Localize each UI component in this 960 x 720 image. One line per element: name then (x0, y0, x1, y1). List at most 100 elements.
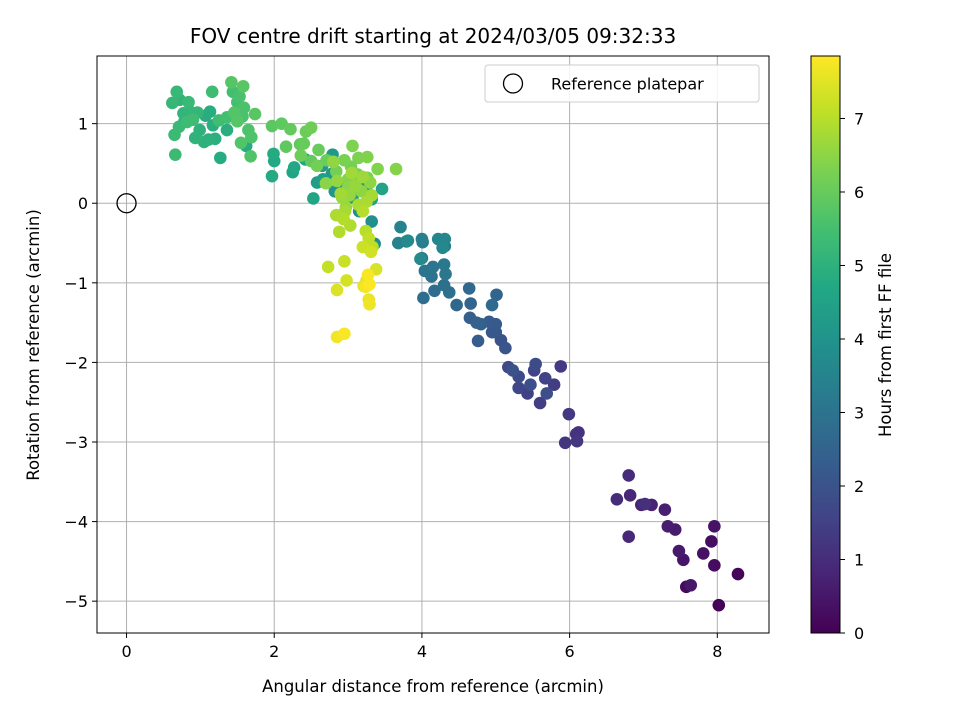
data-point (426, 260, 440, 274)
data-point (237, 101, 251, 115)
colorbar-tick-label: 7 (854, 109, 864, 128)
data-point (696, 547, 710, 560)
data-point (391, 236, 405, 250)
colorbar-tick-label: 0 (854, 624, 864, 643)
data-point (415, 232, 429, 246)
data-point (538, 372, 552, 385)
data-point (417, 291, 430, 305)
data-point (294, 149, 308, 162)
data-point (684, 578, 698, 592)
legend-entry: Reference platepar (551, 75, 704, 94)
colorbar-label: Hours from first FF file (876, 253, 895, 437)
data-point (284, 122, 297, 136)
data-point (327, 155, 340, 169)
data-point (389, 162, 403, 176)
data-point (506, 364, 520, 377)
data-point (346, 139, 359, 153)
data-point (332, 225, 346, 239)
data-point (428, 284, 441, 298)
colorbar-tick-label: 1 (854, 550, 864, 569)
data-points (116, 75, 745, 612)
data-point (622, 469, 635, 482)
plot-frame (96, 55, 770, 634)
data-point (297, 137, 311, 150)
data-point (547, 378, 561, 391)
data-point (234, 136, 248, 150)
x-axis-ticks: 0 2 4 6 8 (121, 633, 722, 661)
data-point (712, 598, 726, 612)
data-point (414, 252, 427, 266)
data-point (562, 407, 576, 421)
data-point (304, 121, 318, 134)
y-tick-label: −2 (64, 353, 88, 372)
data-point (214, 151, 227, 165)
data-point (524, 378, 537, 391)
data-point (248, 107, 262, 121)
data-point (450, 298, 463, 312)
x-tick-label: 6 (565, 642, 575, 661)
data-point (220, 123, 234, 137)
data-point (661, 520, 675, 533)
data-point (279, 140, 293, 154)
data-point (437, 258, 451, 271)
legend-box (484, 64, 760, 103)
data-point (186, 113, 200, 126)
data-point (485, 298, 499, 312)
data-point (225, 75, 238, 89)
data-point (236, 79, 250, 93)
data-point (439, 267, 452, 281)
data-point (267, 147, 280, 161)
data-point (338, 255, 351, 268)
data-point (168, 128, 181, 142)
data-point (312, 143, 325, 157)
data-point (558, 436, 572, 450)
data-point (244, 149, 257, 163)
data-point (360, 150, 374, 164)
colorbar-tick-label: 6 (854, 183, 864, 202)
data-point (361, 268, 375, 282)
data-point (375, 182, 389, 196)
data-point (638, 497, 652, 511)
y-tick-label: 1 (78, 115, 88, 134)
data-point (345, 166, 359, 180)
reference-marker (116, 193, 137, 214)
data-point (168, 148, 182, 161)
data-point (349, 179, 362, 193)
x-tick-label: 8 (712, 642, 722, 661)
y-tick-label: −1 (64, 274, 88, 293)
chart-title: FOV centre drift starting at 2024/03/05 … (190, 24, 676, 48)
data-point (170, 85, 184, 99)
y-tick-label: 0 (78, 194, 88, 213)
data-point (529, 357, 542, 371)
data-point (708, 520, 721, 533)
y-axis-label: Rotation from reference (arcmin) (24, 209, 43, 481)
data-point (330, 283, 344, 297)
data-point (166, 96, 179, 110)
data-point (356, 204, 370, 218)
data-point (672, 544, 686, 558)
data-point (464, 297, 477, 310)
data-point (731, 567, 745, 581)
x-tick-label: 0 (121, 642, 131, 661)
colorbar-tick-label: 3 (854, 403, 864, 422)
data-point (436, 241, 449, 255)
x-axis-label: Angular distance from reference (arcmin) (262, 677, 604, 696)
data-point (512, 381, 525, 395)
legend-marker (502, 73, 524, 94)
data-point (363, 298, 376, 311)
data-point (371, 162, 384, 176)
data-point (360, 195, 373, 208)
colorbar-tick-label: 5 (854, 256, 864, 275)
data-point (310, 159, 324, 173)
colorbar-ticks: 0 1 2 3 4 5 6 7 (840, 109, 864, 643)
data-point (658, 503, 672, 516)
data-point (554, 360, 568, 373)
data-point (321, 260, 335, 274)
data-point (233, 90, 246, 103)
data-point (437, 278, 451, 292)
data-point (307, 192, 320, 205)
data-point (499, 341, 512, 355)
data-point (470, 316, 483, 329)
data-point (188, 131, 202, 145)
data-point (462, 282, 476, 295)
